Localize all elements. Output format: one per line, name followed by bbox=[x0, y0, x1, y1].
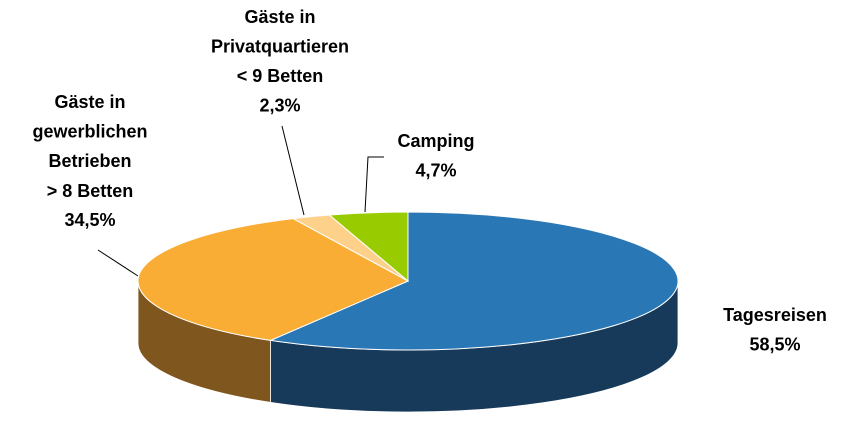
slice-label: Tagesreisen bbox=[723, 305, 827, 325]
slice-label: Gäste in Privatquartieren < 9 Betten bbox=[211, 7, 349, 86]
leader-line bbox=[281, 125, 305, 216]
value-label: 34,5% bbox=[64, 210, 115, 230]
pie-tops bbox=[137, 211, 679, 351]
pie-slice bbox=[328, 211, 409, 283]
slice-label: Camping bbox=[397, 131, 474, 151]
leader-lines bbox=[97, 125, 384, 277]
value-label: 2,3% bbox=[259, 96, 300, 116]
leader-line bbox=[97, 249, 139, 277]
pie-slice bbox=[268, 211, 679, 351]
slice-label: Gäste in gewerblichen Betrieben > 8 Betten bbox=[32, 92, 147, 201]
leader-line bbox=[364, 156, 384, 213]
value-label: 4,7% bbox=[415, 160, 456, 180]
value-label: 58,5% bbox=[749, 334, 800, 354]
pie-slice bbox=[137, 218, 410, 341]
